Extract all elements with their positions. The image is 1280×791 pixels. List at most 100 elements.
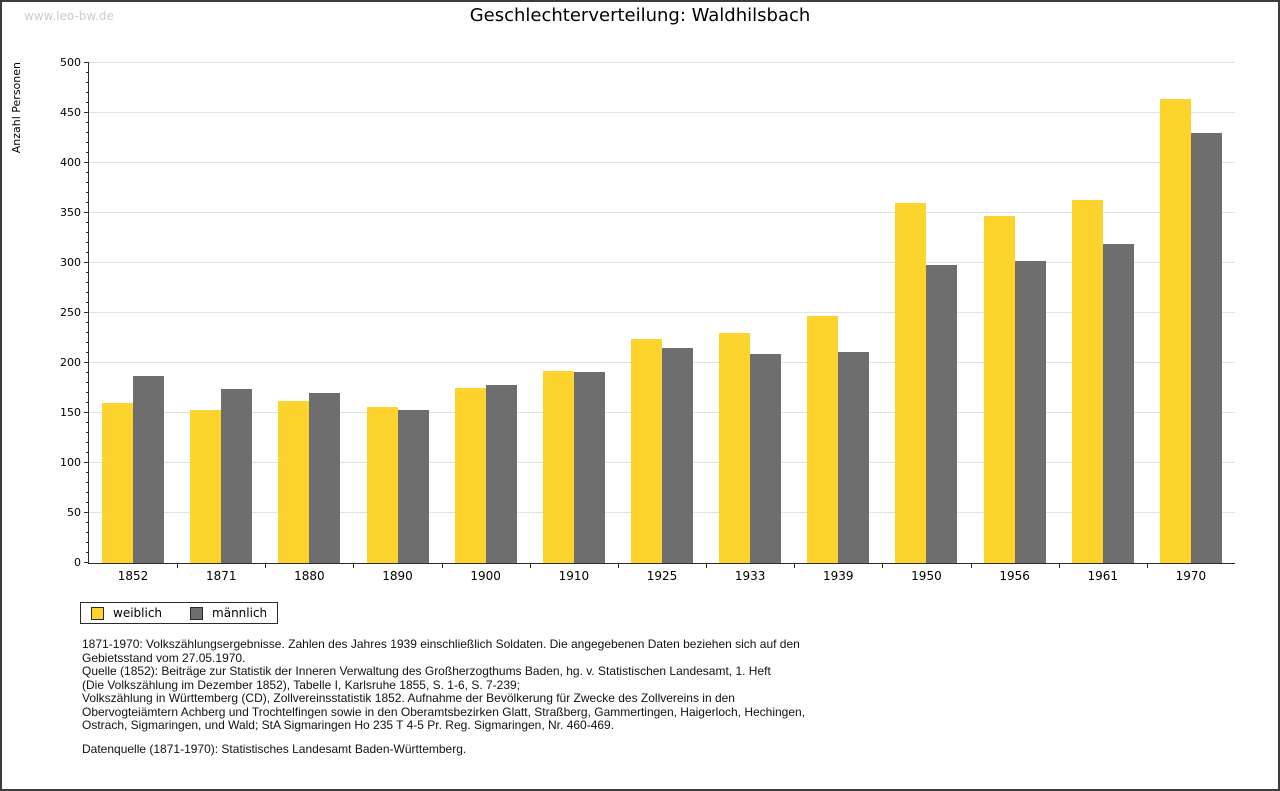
y-minor-tick-340 <box>86 222 89 223</box>
y-minor-tick-160 <box>86 402 89 403</box>
x-tick-label-1939: 1939 <box>823 569 854 583</box>
x-axis-tick-8 <box>794 563 796 568</box>
y-minor-tick-290 <box>86 272 89 273</box>
y-major-tick-350 <box>84 212 89 213</box>
legend: weiblich männlich <box>80 602 279 624</box>
bar-männlich-1925 <box>662 348 693 563</box>
y-minor-tick-70 <box>86 492 89 493</box>
y-major-tick-0 <box>84 562 89 563</box>
y-minor-tick-420 <box>86 142 89 143</box>
y-minor-tick-180 <box>86 382 89 383</box>
x-axis-tick-7 <box>706 563 708 568</box>
legend-label-maennlich: männlich <box>212 606 268 620</box>
footnote-line: Gebietsstand vom 27.05.1970. <box>82 650 246 665</box>
footnote-line: 1871-1970: Volkszählungsergebnisse. Zahl… <box>82 637 800 651</box>
x-tick-label-1961: 1961 <box>1087 569 1119 583</box>
y-major-tick-300 <box>84 262 89 263</box>
y-minor-tick-410 <box>86 152 89 153</box>
bar-männlich-1970 <box>1190 133 1222 563</box>
x-axis-tick-1 <box>177 563 179 568</box>
x-tick-label-1925: 1925 <box>646 569 678 583</box>
y-minor-tick-90 <box>86 472 89 473</box>
gridline-450 <box>89 112 1235 113</box>
x-tick-label-1900: 1900 <box>470 569 501 583</box>
x-axis-tick-9 <box>882 563 884 568</box>
y-minor-tick-440 <box>86 122 89 123</box>
datasource-line: Datenquelle (1871-1970): Statistisches L… <box>82 742 467 756</box>
bar-weiblich-1961 <box>1071 200 1103 563</box>
y-minor-tick-320 <box>86 242 89 243</box>
y-minor-tick-490 <box>86 72 89 73</box>
footnote-line: (Die Volkszählung im Dezember 1852), Tab… <box>82 677 521 692</box>
x-tick-label-1970: 1970 <box>1175 569 1207 583</box>
x-tick-label-1890: 1890 <box>382 569 413 583</box>
y-minor-tick-380 <box>86 182 89 183</box>
y-major-tick-250 <box>84 312 89 313</box>
x-axis-tick-6 <box>617 563 619 568</box>
bar-weiblich-1852 <box>102 403 134 563</box>
y-minor-tick-120 <box>86 442 89 443</box>
y-minor-tick-190 <box>86 372 89 373</box>
x-axis-tick-11 <box>1058 563 1060 568</box>
bar-weiblich-1880 <box>278 401 310 563</box>
y-minor-tick-470 <box>86 92 89 93</box>
bar-männlich-1852 <box>133 376 165 563</box>
x-axis-tick-5 <box>529 563 531 568</box>
y-minor-tick-210 <box>86 352 89 353</box>
y-major-tick-50 <box>84 512 89 513</box>
x-axis-tick-10 <box>970 563 972 568</box>
y-tick-label-350: 350 <box>60 206 81 219</box>
y-tick-label-50: 50 <box>67 506 81 519</box>
x-tick-label-1880: 1880 <box>294 569 325 583</box>
y-minor-tick-170 <box>86 392 89 393</box>
y-tick-label-500: 500 <box>60 56 81 69</box>
footnote-line: Obervogteiämtern Achberg und Trochtelfin… <box>82 704 806 719</box>
gridline-300 <box>89 262 1235 263</box>
y-minor-tick-260 <box>86 302 89 303</box>
y-major-tick-400 <box>84 162 89 163</box>
y-minor-tick-280 <box>86 282 89 283</box>
y-major-tick-450 <box>84 112 89 113</box>
y-minor-tick-430 <box>86 132 89 133</box>
bar-weiblich-1939 <box>807 316 839 563</box>
y-minor-tick-40 <box>86 522 89 523</box>
bar-weiblich-1871 <box>190 410 222 563</box>
footnote-line: Quelle (1852): Beiträge zur Statistik de… <box>82 664 771 678</box>
bar-männlich-1900 <box>485 385 517 563</box>
x-tick-label-1871: 1871 <box>205 569 237 583</box>
y-minor-tick-270 <box>86 292 89 293</box>
gridline-500 <box>89 62 1235 63</box>
bar-weiblich-1933 <box>719 333 751 563</box>
bar-männlich-1910 <box>573 372 605 563</box>
y-minor-tick-140 <box>86 422 89 423</box>
y-minor-tick-220 <box>86 342 89 343</box>
y-major-tick-500 <box>84 62 89 63</box>
y-minor-tick-30 <box>86 532 89 533</box>
y-major-tick-100 <box>84 462 89 463</box>
gridline-400 <box>89 162 1235 163</box>
y-tick-label-100: 100 <box>60 456 81 469</box>
bar-weiblich-1890 <box>366 407 398 563</box>
y-minor-tick-460 <box>86 102 89 103</box>
weiblich-swatch <box>91 606 104 620</box>
bar-männlich-1961 <box>1102 244 1134 563</box>
maennlich-swatch <box>190 606 204 620</box>
legend-item-maennlich: männlich <box>190 606 267 620</box>
y-minor-tick-310 <box>86 252 89 253</box>
x-axis-tick-12 <box>1146 563 1148 568</box>
bar-männlich-1950 <box>926 265 958 563</box>
bar-männlich-1933 <box>750 354 782 563</box>
gridline-250 <box>89 312 1235 313</box>
y-minor-tick-110 <box>86 452 89 453</box>
y-minor-tick-360 <box>86 202 89 203</box>
footnote-line: Ostrach, Sigmaringen, und Wald; StA Sigm… <box>82 718 615 732</box>
x-axis-tick-4 <box>441 563 443 568</box>
legend-item-weiblich: weiblich <box>91 606 162 620</box>
y-minor-tick-370 <box>86 192 89 193</box>
footnote-line: Volkszählung in Württemberg (CD), Zollve… <box>82 691 735 705</box>
gridline-350 <box>89 212 1235 213</box>
bar-weiblich-1956 <box>983 216 1015 563</box>
y-minor-tick-230 <box>86 332 89 333</box>
y-tick-label-150: 150 <box>60 406 81 419</box>
